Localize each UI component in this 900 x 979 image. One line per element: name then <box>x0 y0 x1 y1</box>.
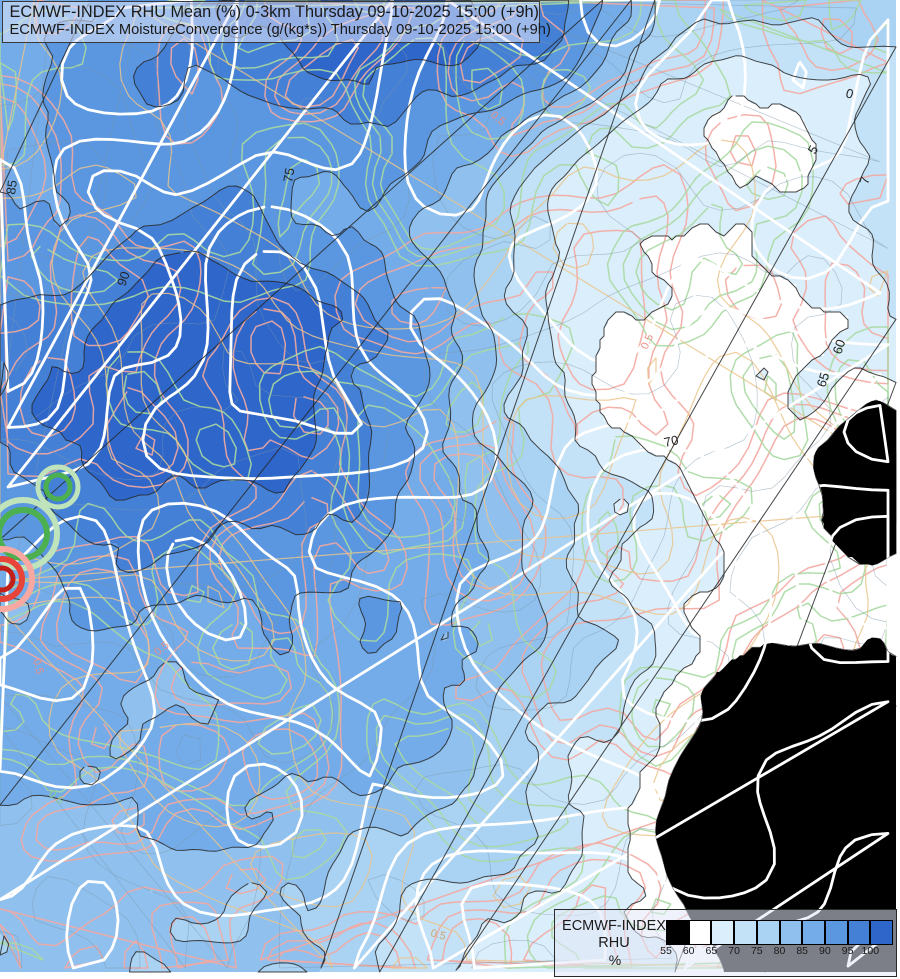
svg-text:70: 70 <box>663 432 680 450</box>
svg-text:75: 75 <box>280 167 297 184</box>
svg-text:85: 85 <box>3 179 20 195</box>
